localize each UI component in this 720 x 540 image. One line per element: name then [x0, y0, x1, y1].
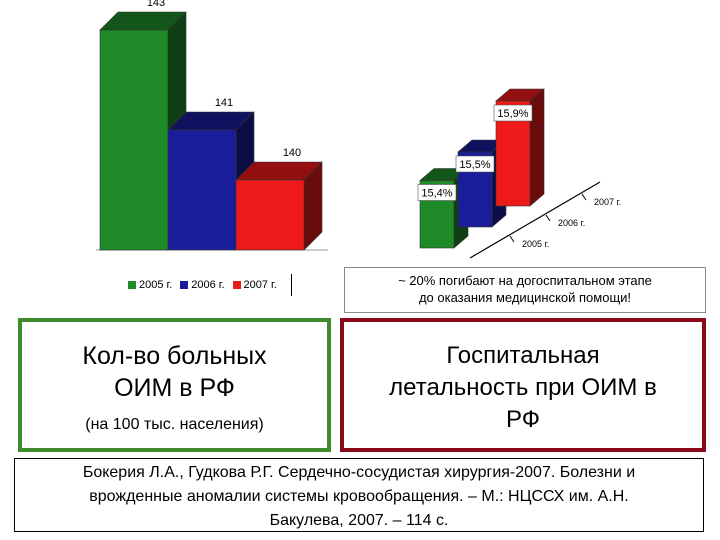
citation-line-1: Бокерия Л.А., Гудкова Р.Г. Сердечно-сосу… — [82, 464, 636, 481]
legend-swatch-2005 — [128, 281, 136, 289]
legend-item-2005: 2005 г. — [128, 279, 172, 291]
axis-label-2007: 2007 г. — [594, 197, 621, 207]
bar-2007 — [235, 161, 323, 251]
data-label-2006: 141 — [215, 97, 233, 109]
mortality-title-line-1: Госпитальная — [446, 342, 600, 369]
data-label-box-2006 — [455, 155, 495, 173]
incidence-title-line-1: Кол-во больных — [82, 342, 267, 370]
data-label-rate-2007: 15,9% — [497, 108, 528, 120]
mortality-title-line-3: РФ — [506, 406, 540, 433]
note-line-1: ~ 20% погибают на догоспитальном этапе — [398, 273, 652, 288]
legend-label-2005: 2005 г. — [139, 279, 173, 291]
incidence-bar-chart: 143 141 140 — [96, 0, 328, 251]
incidence-caption-box: Кол-во больных ОИМ в РФ (на 100 тыс. нас… — [18, 318, 331, 452]
legend-label-2007: 2007 г. — [243, 279, 277, 291]
data-label-rate-2005: 15,4% — [421, 188, 452, 200]
data-label-2005: 143 — [147, 0, 165, 9]
mortality-title-line-2: летальность при ОИМ в — [389, 374, 657, 401]
legend-label-2006: 2006 г. — [191, 279, 225, 291]
data-label-box-2005 — [417, 184, 457, 201]
mortality-caption-box: Госпитальная летальность при ОИМ в РФ — [340, 318, 706, 452]
chart-legend: 2005 г. 2006 г. 2007 г. — [128, 274, 292, 296]
prehospital-note: ~ 20% погибают на догоспитальном этапе д… — [344, 267, 706, 313]
axis-tick-2005 — [509, 235, 515, 243]
citation-line-3: Бакулева, 2007. – 114 с. — [269, 512, 449, 529]
incidence-title: Кол-во больных ОИМ в РФ — [22, 340, 327, 404]
legend-swatch-2006 — [180, 281, 189, 289]
data-label-2007: 140 — [283, 147, 301, 159]
data-label-box-2007 — [493, 104, 533, 122]
legend-item-2007: 2007 г. — [232, 279, 277, 291]
axis-label-2006: 2006 г. — [558, 218, 585, 228]
axis-tick-2007 — [581, 193, 587, 201]
note-line-2: до оказания медицинской помощи! — [418, 290, 632, 305]
incidence-title-line-2: ОИМ в РФ — [114, 374, 235, 402]
citation-box: Бокерия Л.А., Гудкова Р.Г. Сердечно-сосу… — [14, 458, 704, 532]
legend-divider — [290, 274, 292, 296]
data-label-rate-2006: 15,5% — [459, 159, 490, 171]
legend-item-2006: 2006 г. — [180, 279, 225, 291]
citation-line-2: врожденные аномалии системы кровообращен… — [89, 488, 629, 505]
legend-swatch-2007 — [232, 281, 241, 289]
mortality-bar-chart: 15,4% 2005 г. 15,5% 2006 г. 15,9% 2007 г. — [417, 88, 621, 259]
depth-axis — [469, 181, 601, 259]
incidence-subtitle: (на 100 тыс. населения) — [85, 416, 264, 433]
axis-tick-2006 — [545, 214, 551, 222]
axis-label-2005: 2005 г. — [522, 239, 549, 249]
